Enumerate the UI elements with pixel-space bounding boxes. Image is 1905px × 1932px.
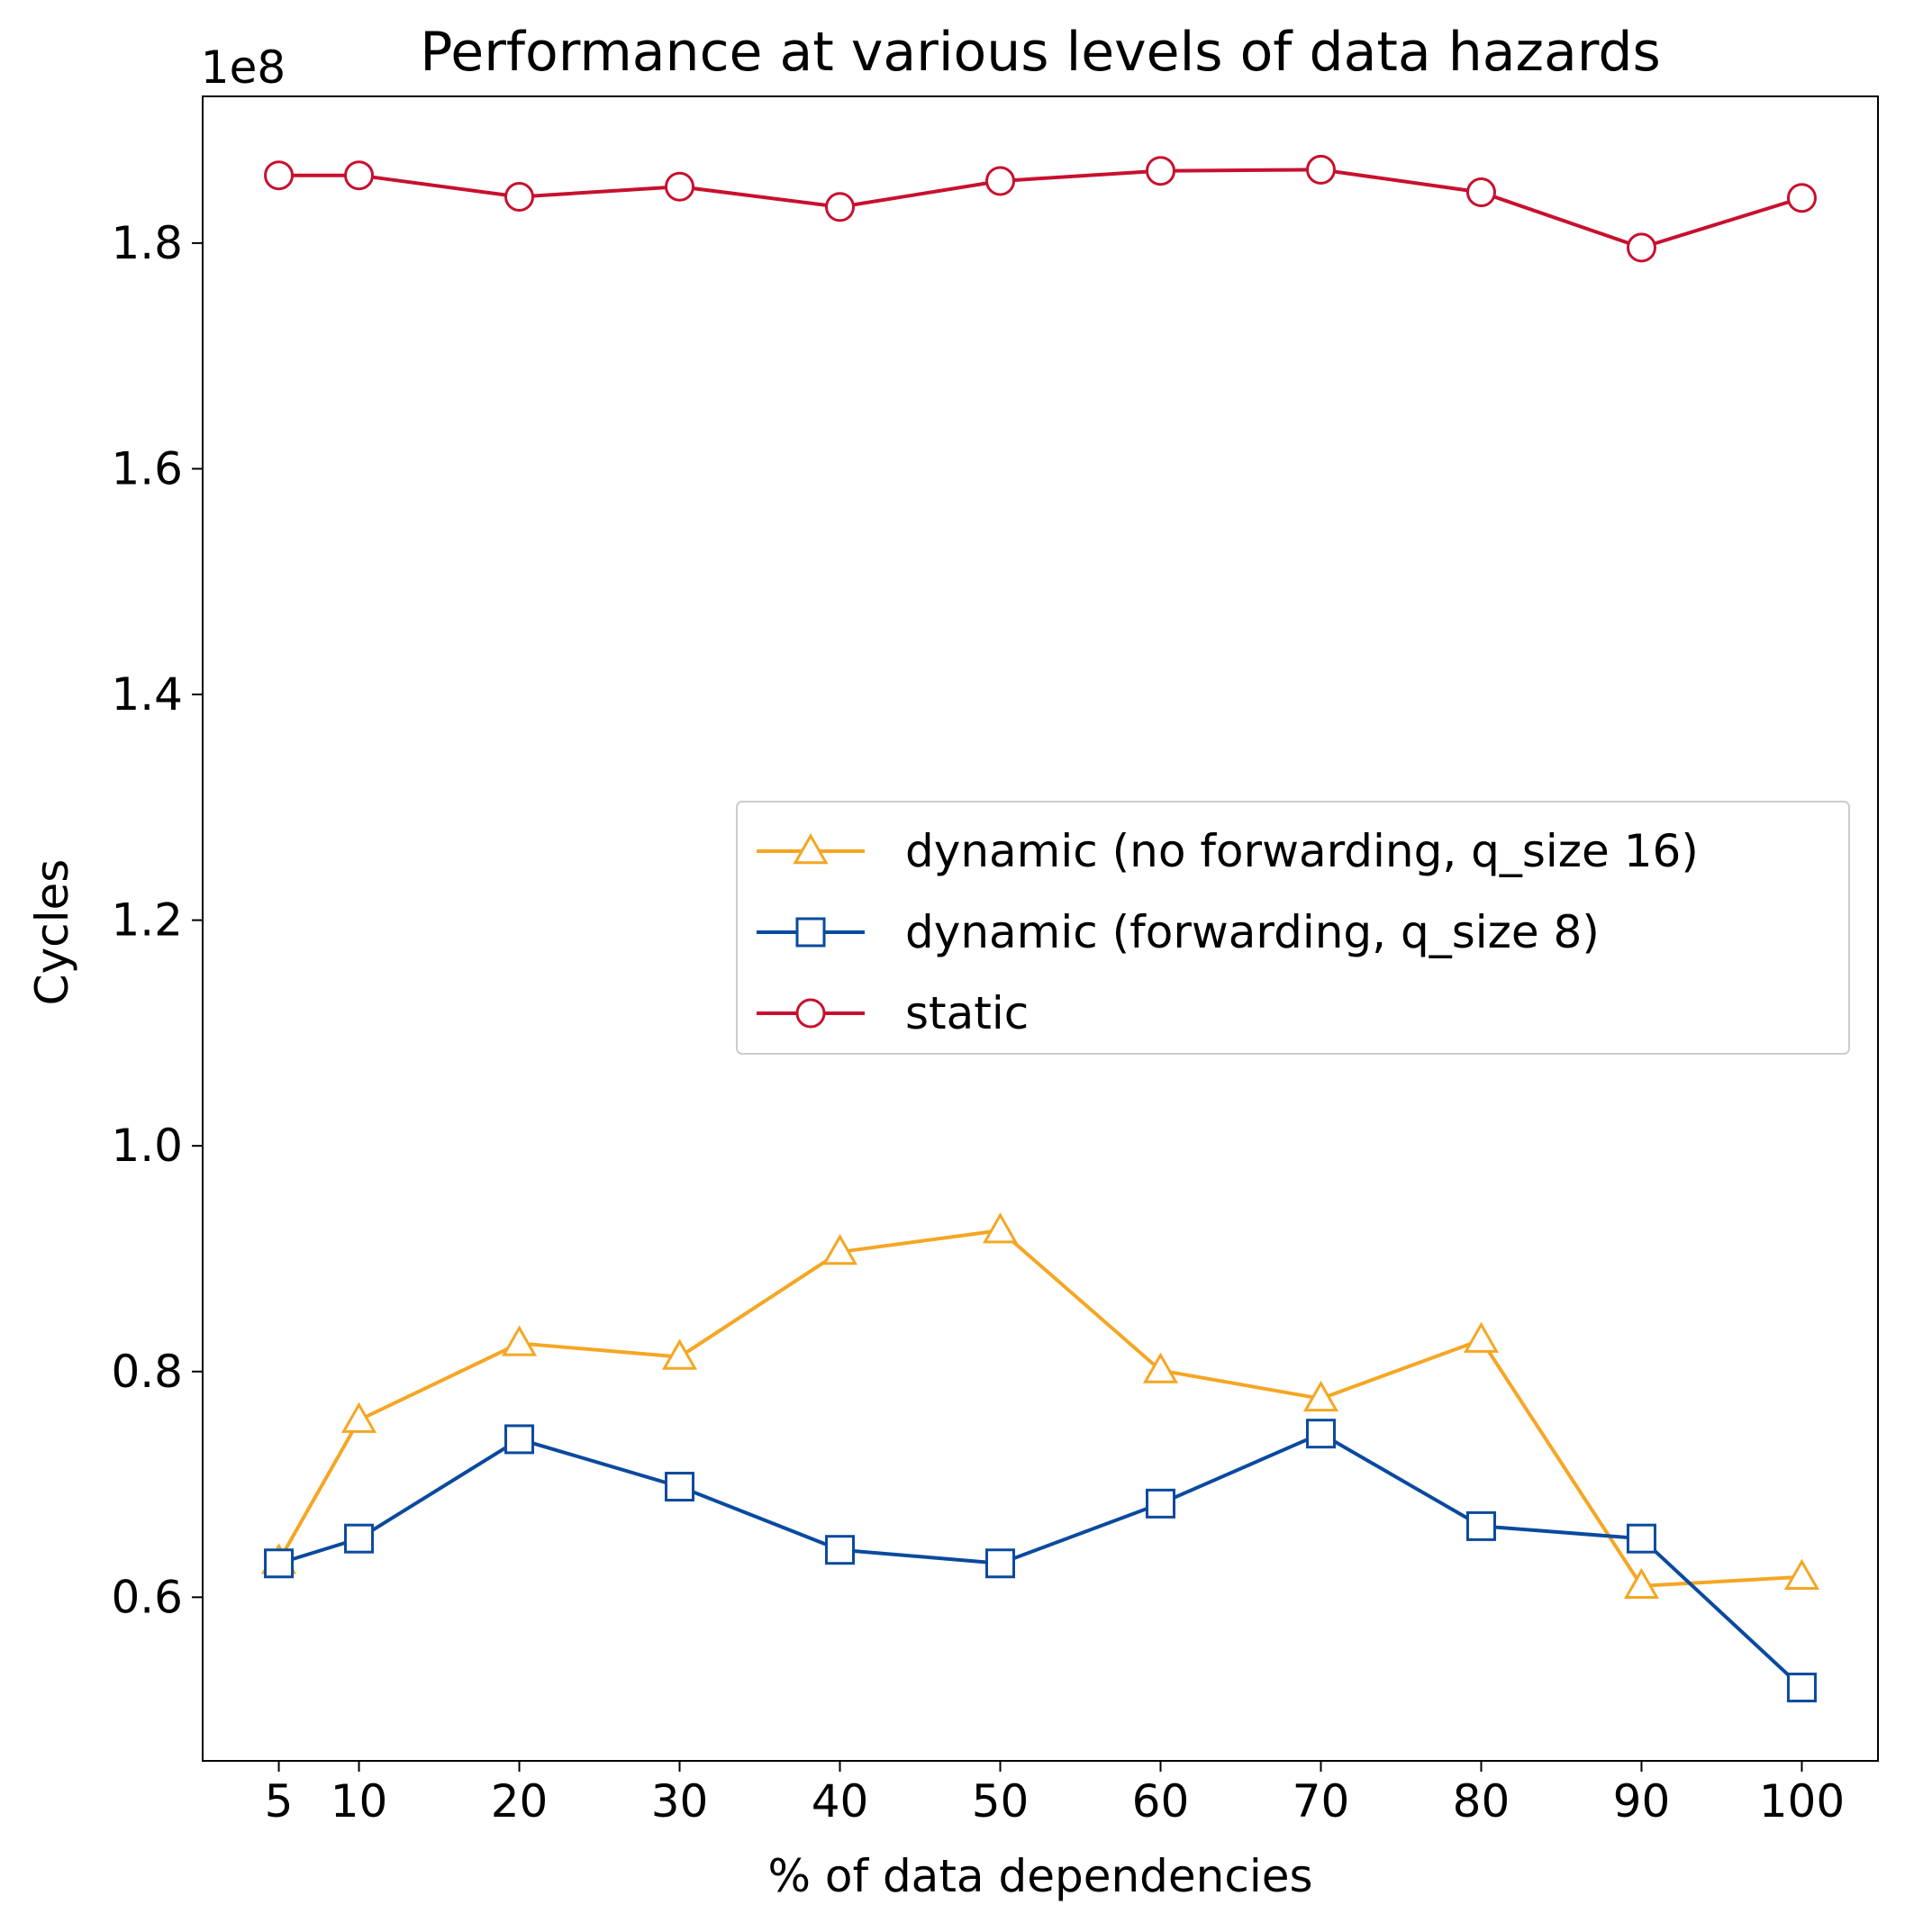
data-point [661,1338,698,1370]
legend-marker [795,917,826,948]
legend-entry: dynamic (forwarding, q_size 8) [757,906,1600,958]
data-point [1783,1558,1820,1591]
data-point [821,1233,858,1265]
legend-marker [795,998,826,1029]
data-point [1463,1321,1500,1353]
x-tick-label: 20 [491,1775,549,1828]
y-tick-label: 1.8 [111,217,183,269]
data-point [1623,1567,1660,1600]
y-tick-label: 1.4 [111,668,183,721]
legend-label: dynamic (no forwarding, q_size 16) [905,825,1699,877]
y-tick-label: 0.8 [111,1346,183,1398]
x-tick-label: 100 [1759,1775,1845,1828]
x-tick-label: 10 [331,1775,388,1828]
data-point [264,160,295,191]
x-axis-label: % of data dependencies [767,1850,1312,1902]
data-point [1465,1510,1496,1541]
data-point [825,1535,856,1565]
legend-entry: static [757,987,1029,1039]
y-tick-label: 1.6 [111,442,183,494]
legend-label: dynamic (forwarding, q_size 8) [905,906,1600,958]
data-point [1145,156,1175,186]
data-point [1302,1380,1339,1412]
legend-entry: dynamic (no forwarding, q_size 16) [757,825,1699,877]
data-point [982,1212,1019,1244]
series-circle [264,154,1817,263]
data-point [825,192,856,222]
x-tick-label: 40 [812,1775,869,1828]
x-tick-label: 50 [972,1775,1030,1828]
y-tick-label: 0.6 [111,1571,183,1623]
data-point [1786,183,1817,213]
data-point [1786,1673,1817,1703]
x-tick-label: 60 [1132,1775,1190,1828]
data-point [1305,1419,1336,1449]
data-point [504,1424,535,1455]
y-offset-label: 1e8 [201,41,286,94]
y-axis-label: Cycles [26,859,78,1006]
x-tick-label: 70 [1293,1775,1350,1828]
data-point [264,1548,295,1579]
data-point [985,1548,1016,1579]
x-tick-label: 80 [1453,1775,1510,1828]
plot-frame [202,95,1879,1762]
data-point [344,1523,375,1554]
legend: dynamic (no forwarding, q_size 16) dynami… [736,801,1850,1055]
data-point [504,182,535,213]
data-point [1145,1488,1175,1519]
data-point [1465,177,1496,207]
data-point [344,160,375,191]
data-point [665,171,695,202]
legend-box [736,801,1850,1055]
y-tick-label: 1.0 [111,1120,183,1172]
data-point [501,1325,538,1356]
legend-marker [793,832,829,865]
series-square [264,1419,1817,1703]
data-point [985,166,1016,196]
data-point [1626,232,1656,263]
x-tick-label: 30 [651,1775,709,1828]
data-point [1305,154,1336,185]
legend-label: static [905,987,1029,1039]
y-tick-label: 1.2 [111,894,183,947]
chart-title: Performance at various levels of data ha… [420,21,1660,84]
x-tick-label: 90 [1613,1775,1671,1828]
data-point [1142,1352,1179,1383]
plot-area: 5 10 20 30 40 50 60 70 80 90 100 0.6 0.8 1.0 1.2 1.4 1.6… [111,95,1879,1828]
x-tick-label: 5 [265,1775,294,1828]
data-point [1626,1523,1656,1554]
data-point [665,1472,695,1502]
data-point [340,1401,377,1433]
